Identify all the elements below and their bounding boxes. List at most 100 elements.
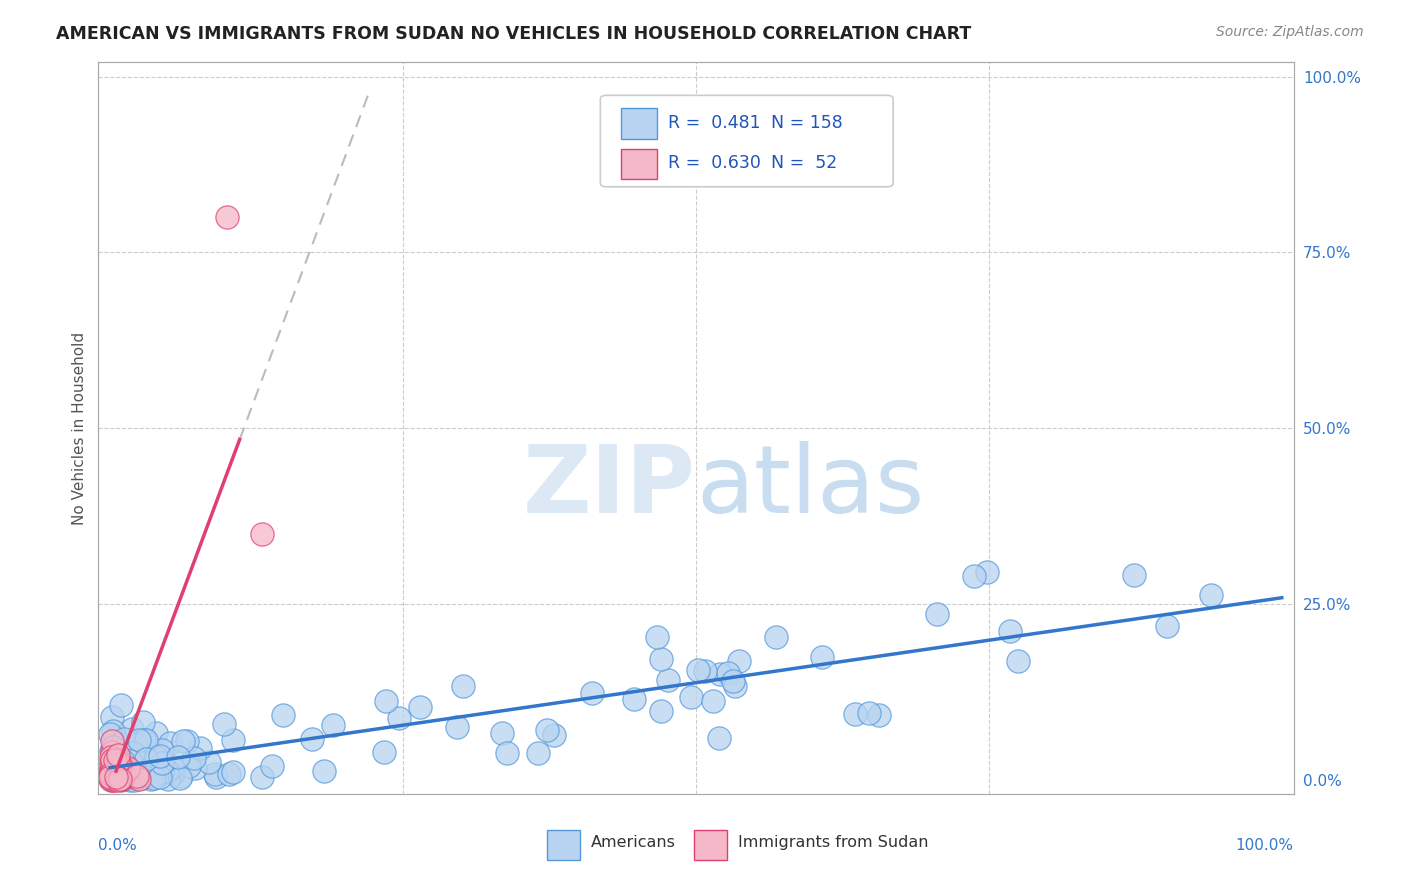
Point bbox=[100, 770, 122, 784]
Point bbox=[107, 772, 129, 787]
Point bbox=[105, 737, 128, 751]
Point bbox=[108, 768, 131, 782]
Point bbox=[108, 769, 131, 783]
Point bbox=[150, 765, 173, 780]
Point bbox=[100, 745, 122, 759]
Point bbox=[1156, 619, 1178, 633]
Point bbox=[765, 630, 787, 644]
Point bbox=[110, 772, 132, 786]
Point bbox=[100, 764, 122, 779]
Point bbox=[108, 758, 131, 772]
Point bbox=[491, 726, 513, 740]
Point bbox=[844, 706, 866, 721]
Text: N =  52: N = 52 bbox=[772, 154, 838, 172]
Point bbox=[112, 770, 135, 784]
Y-axis label: No Vehicles in Household: No Vehicles in Household bbox=[72, 332, 87, 524]
Point bbox=[1199, 588, 1222, 602]
Point bbox=[104, 731, 127, 745]
Point bbox=[107, 769, 129, 783]
Point bbox=[222, 764, 245, 779]
Point bbox=[135, 732, 157, 747]
Point bbox=[222, 733, 245, 747]
Point bbox=[169, 771, 191, 785]
Point bbox=[107, 760, 129, 774]
Point bbox=[105, 759, 128, 773]
Point bbox=[179, 759, 201, 773]
Point bbox=[127, 769, 149, 783]
Point bbox=[107, 771, 129, 785]
Point bbox=[170, 769, 193, 783]
Point bbox=[142, 767, 165, 781]
Point bbox=[112, 765, 135, 780]
Point bbox=[252, 526, 274, 541]
Point bbox=[681, 690, 703, 704]
Point bbox=[101, 761, 124, 775]
Point bbox=[657, 673, 679, 688]
Point bbox=[374, 694, 396, 708]
Point bbox=[927, 607, 949, 621]
Text: ZIP: ZIP bbox=[523, 441, 696, 533]
Point bbox=[108, 755, 131, 769]
Point bbox=[125, 771, 148, 785]
Point bbox=[446, 720, 468, 734]
Point bbox=[686, 663, 709, 677]
Bar bbox=[620, 149, 657, 179]
Point bbox=[1007, 654, 1029, 668]
Point bbox=[156, 764, 179, 779]
Point bbox=[124, 751, 146, 765]
Point bbox=[623, 692, 645, 706]
Point bbox=[998, 624, 1021, 638]
Point bbox=[188, 741, 211, 756]
Point bbox=[858, 706, 880, 720]
Point bbox=[100, 770, 122, 784]
Point bbox=[724, 679, 747, 693]
Point bbox=[125, 738, 148, 752]
Point bbox=[100, 772, 122, 786]
Point bbox=[868, 708, 890, 723]
Point bbox=[650, 704, 672, 718]
Point bbox=[145, 750, 167, 764]
Point bbox=[373, 745, 395, 759]
Text: R =  0.630: R = 0.630 bbox=[668, 154, 762, 172]
Point bbox=[723, 674, 745, 689]
Point bbox=[100, 755, 122, 769]
Point bbox=[388, 711, 411, 725]
Point bbox=[104, 753, 127, 767]
Point bbox=[132, 715, 155, 730]
Point bbox=[103, 770, 125, 784]
Point bbox=[451, 679, 474, 693]
Point bbox=[122, 772, 145, 787]
Point bbox=[105, 761, 128, 775]
Point bbox=[107, 754, 129, 768]
Point bbox=[120, 767, 142, 781]
Point bbox=[105, 750, 128, 764]
Text: Americans: Americans bbox=[591, 836, 676, 850]
Point bbox=[162, 766, 184, 780]
Point bbox=[100, 759, 122, 773]
Point bbox=[150, 743, 173, 757]
Point bbox=[98, 772, 121, 786]
Point bbox=[160, 760, 183, 774]
Point bbox=[112, 754, 135, 768]
Point bbox=[127, 768, 149, 782]
Point bbox=[112, 732, 135, 747]
Point bbox=[107, 747, 129, 762]
Point bbox=[101, 753, 124, 767]
Point bbox=[100, 750, 122, 764]
Point bbox=[131, 733, 153, 747]
Point bbox=[107, 772, 129, 787]
Point bbox=[132, 764, 155, 778]
Point bbox=[104, 752, 127, 766]
Text: R =  0.481: R = 0.481 bbox=[668, 114, 761, 132]
Point bbox=[271, 708, 294, 723]
Text: N = 158: N = 158 bbox=[772, 114, 844, 132]
Point bbox=[104, 757, 127, 772]
Point bbox=[111, 756, 134, 771]
Point bbox=[108, 770, 131, 784]
Point bbox=[495, 746, 517, 760]
Point bbox=[104, 768, 127, 782]
Point bbox=[205, 770, 228, 784]
Point bbox=[322, 718, 344, 732]
Point bbox=[252, 770, 274, 784]
Point bbox=[122, 768, 145, 782]
